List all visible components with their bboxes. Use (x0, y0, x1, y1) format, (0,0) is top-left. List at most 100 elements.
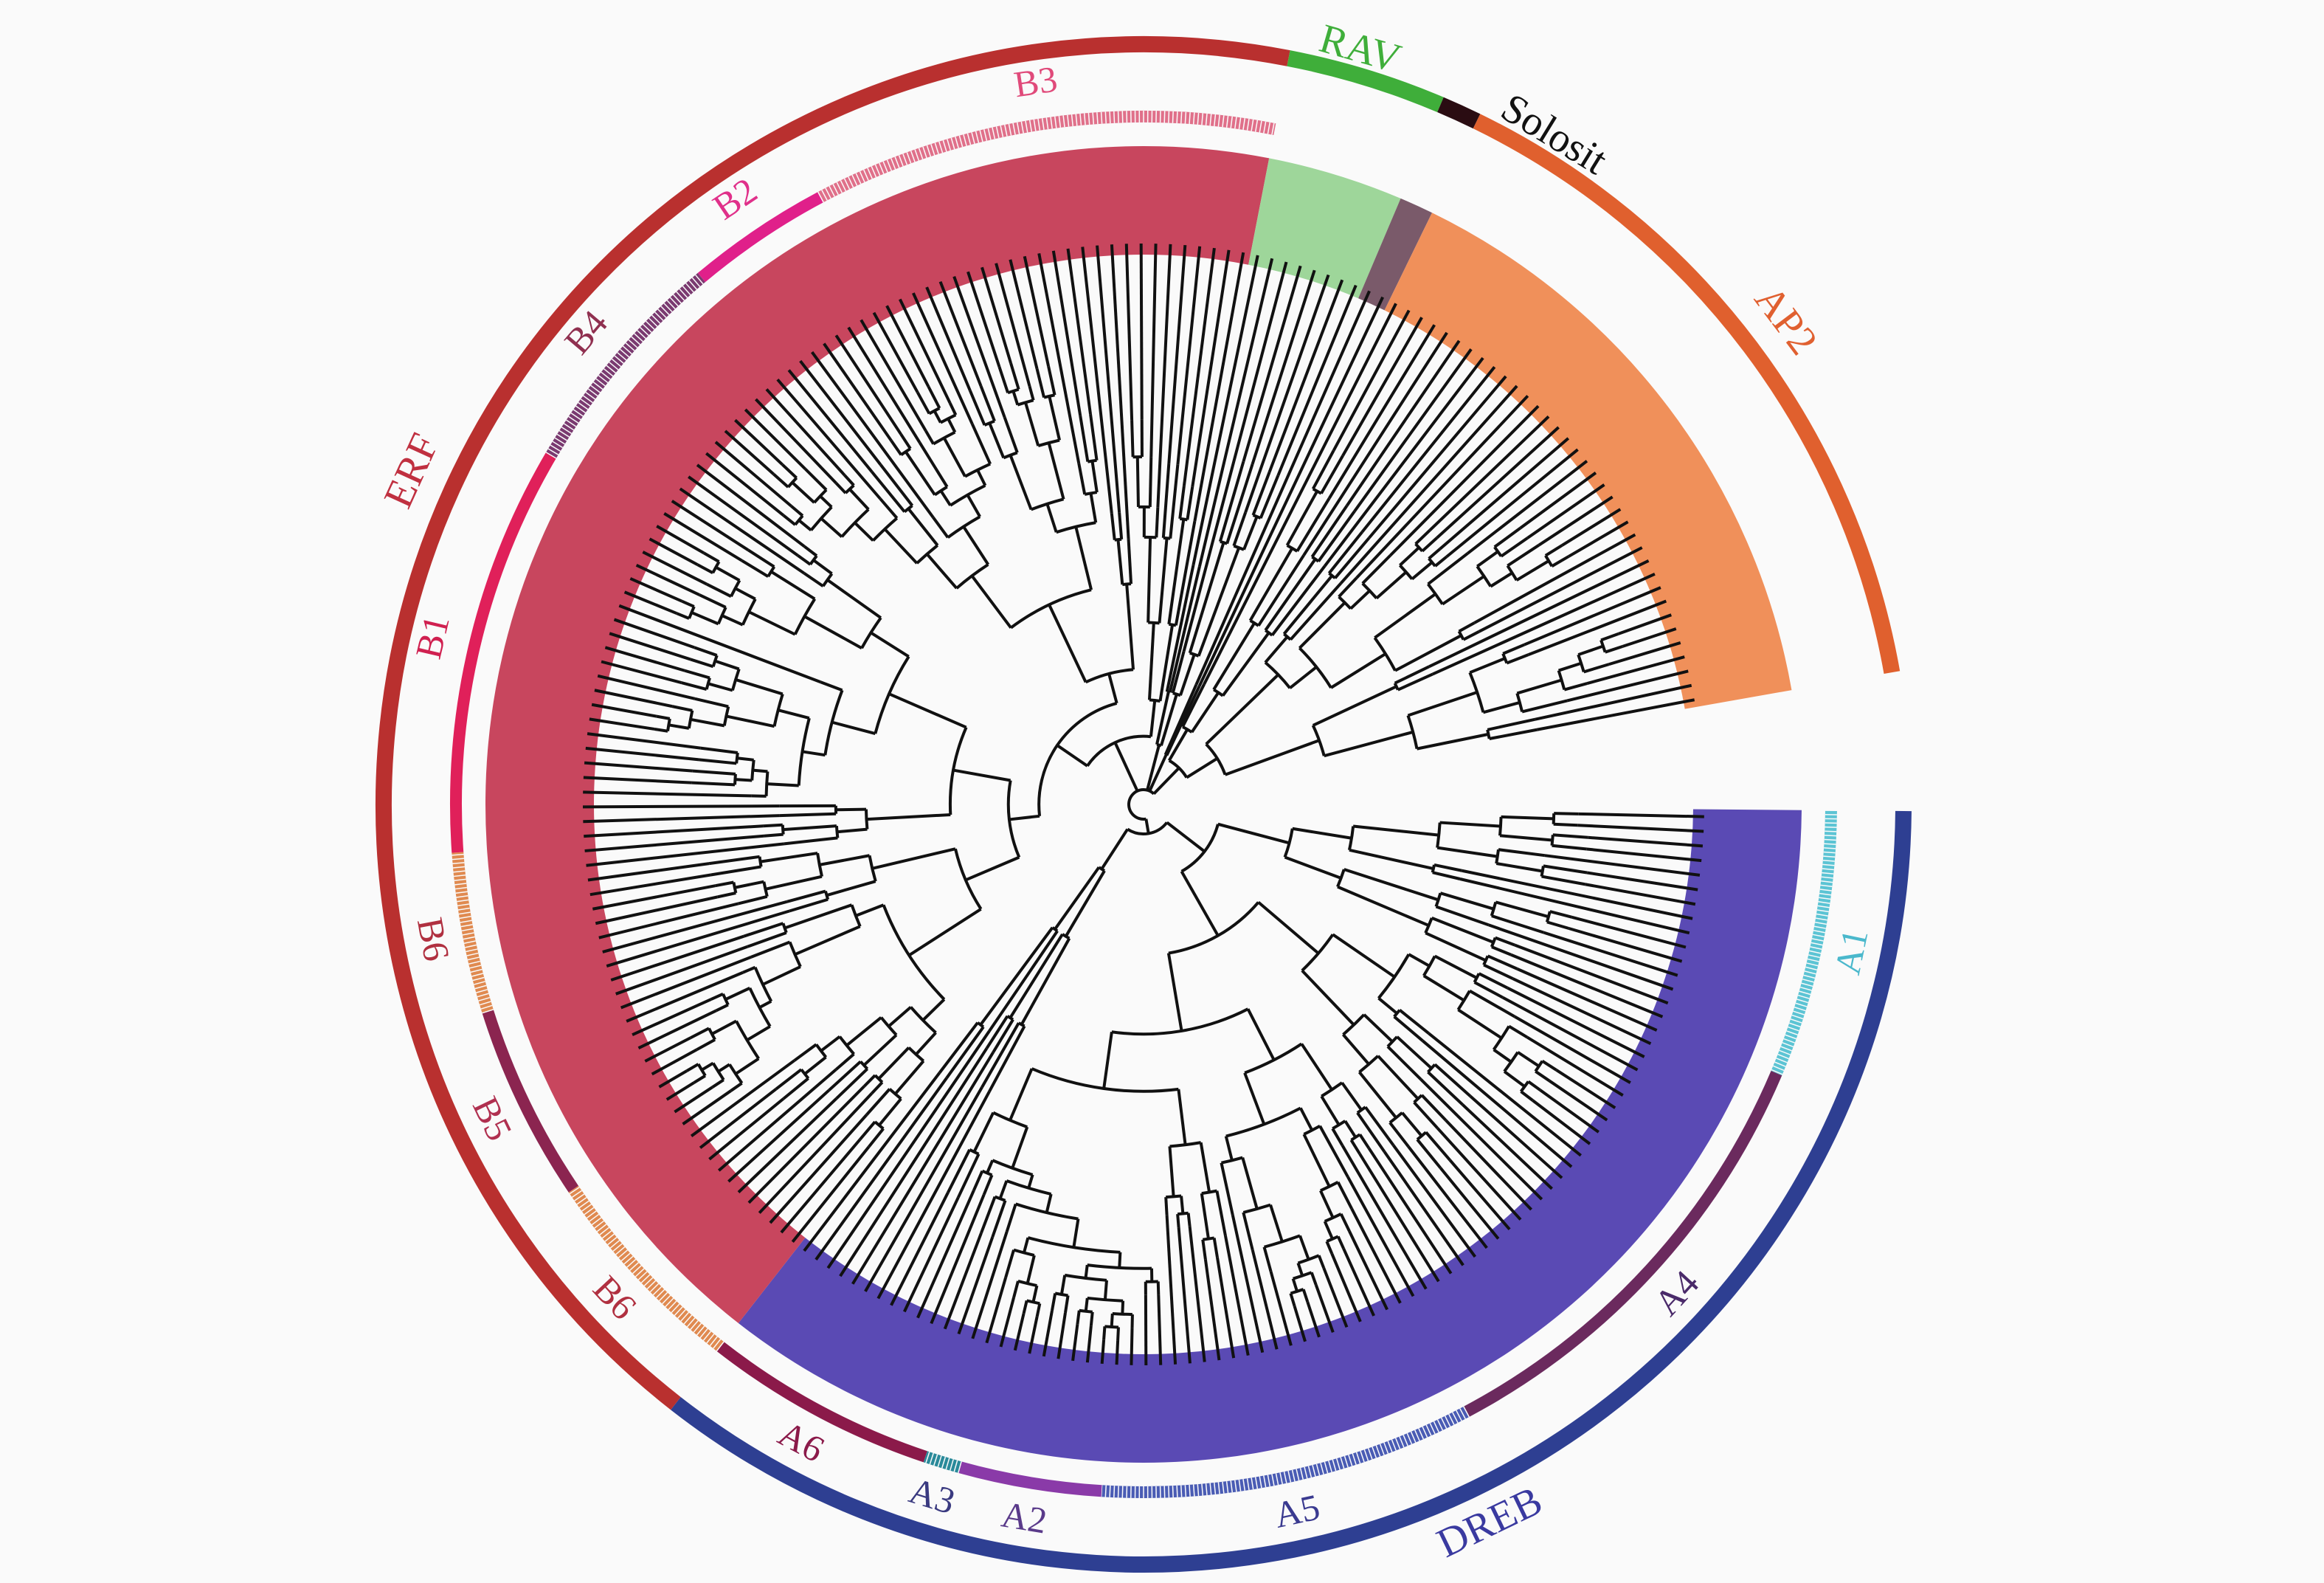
branch (1358, 1071, 1397, 1119)
branch (699, 1088, 778, 1149)
branch (584, 824, 764, 838)
branch (1478, 972, 1509, 990)
stripe (1822, 868, 1834, 871)
stripe (1819, 892, 1832, 896)
branch (1023, 255, 1051, 367)
stripe (879, 162, 885, 175)
branch (1535, 1070, 1551, 1083)
stripe (587, 388, 598, 397)
branch (1521, 699, 1568, 714)
branch (1190, 692, 1220, 734)
branch (1536, 698, 1695, 731)
branch (755, 398, 837, 485)
subgroup-arc-b6 (452, 852, 494, 1013)
branch (1186, 756, 1218, 779)
stripe (457, 907, 470, 911)
stripe (474, 984, 487, 990)
stripe (871, 166, 877, 178)
branch (1180, 870, 1220, 937)
branch (591, 703, 657, 718)
stripe (1315, 1463, 1321, 1476)
branch (1312, 685, 1397, 727)
branch (995, 263, 1031, 387)
family-ring (376, 36, 1912, 1573)
branch (1298, 601, 1346, 649)
branch (1561, 508, 1622, 547)
branch (982, 1174, 994, 1196)
branch (1152, 767, 1180, 796)
branch (1420, 1094, 1448, 1122)
branch (902, 1196, 960, 1313)
stripe (918, 148, 924, 160)
branch (778, 708, 810, 720)
branch (1377, 997, 1398, 1015)
branch (747, 931, 787, 948)
branch (1020, 937, 1071, 1026)
branch (587, 732, 701, 750)
branch (705, 452, 785, 517)
branch (694, 697, 729, 708)
branch (957, 1236, 995, 1335)
branch (1501, 996, 1639, 1072)
branch (1161, 463, 1171, 538)
stripe (950, 137, 955, 150)
branch (1084, 1297, 1089, 1312)
branch (1115, 1340, 1120, 1365)
stripe (467, 956, 480, 961)
stripe (1180, 1485, 1183, 1497)
stripe (547, 448, 559, 455)
stripe (545, 452, 557, 459)
stripe (611, 358, 622, 368)
branch (1427, 552, 1469, 586)
stripe (1234, 1480, 1237, 1492)
branch (915, 1031, 937, 1056)
branch (1328, 324, 1436, 500)
branch (609, 632, 691, 661)
stripe (1246, 1478, 1250, 1491)
stripe (1819, 897, 1831, 900)
branch (1224, 1136, 1234, 1161)
stripe (693, 1322, 702, 1333)
branch (1047, 365, 1056, 396)
branch (1166, 953, 1183, 1032)
branch (1037, 252, 1081, 464)
branch (1473, 533, 1636, 624)
branch (985, 1277, 1008, 1344)
branch (843, 474, 855, 486)
branch (793, 1043, 817, 1062)
branch (877, 1046, 910, 1080)
stripe (1271, 1474, 1275, 1486)
stripe (552, 441, 563, 449)
family-arc-erf (376, 36, 1290, 1410)
branch (1341, 1081, 1363, 1111)
branch (772, 473, 789, 489)
branch (1425, 1131, 1451, 1162)
branch (1368, 375, 1507, 539)
branch (1428, 1032, 1582, 1157)
stripe (466, 948, 478, 953)
branch (819, 854, 870, 866)
stripe (658, 1291, 668, 1302)
branch (916, 1190, 975, 1319)
stripe (1343, 1455, 1349, 1468)
branch (1241, 1156, 1259, 1210)
branch (779, 812, 837, 818)
branch (847, 326, 921, 444)
stripe (563, 423, 575, 431)
stripe (460, 920, 472, 923)
stripe (672, 294, 682, 304)
stripe (465, 944, 477, 948)
branch (1100, 1339, 1106, 1365)
stripe (1238, 1479, 1242, 1491)
stripe (836, 182, 843, 193)
branch (1435, 905, 1490, 927)
branch (747, 1085, 865, 1204)
stripe (929, 1452, 934, 1465)
branch (1289, 582, 1342, 641)
branch (1130, 1328, 1134, 1365)
stripe (1456, 1410, 1462, 1421)
branch (717, 891, 736, 899)
branch (1139, 243, 1144, 420)
branch (957, 1153, 981, 1199)
branch (1330, 1252, 1362, 1322)
